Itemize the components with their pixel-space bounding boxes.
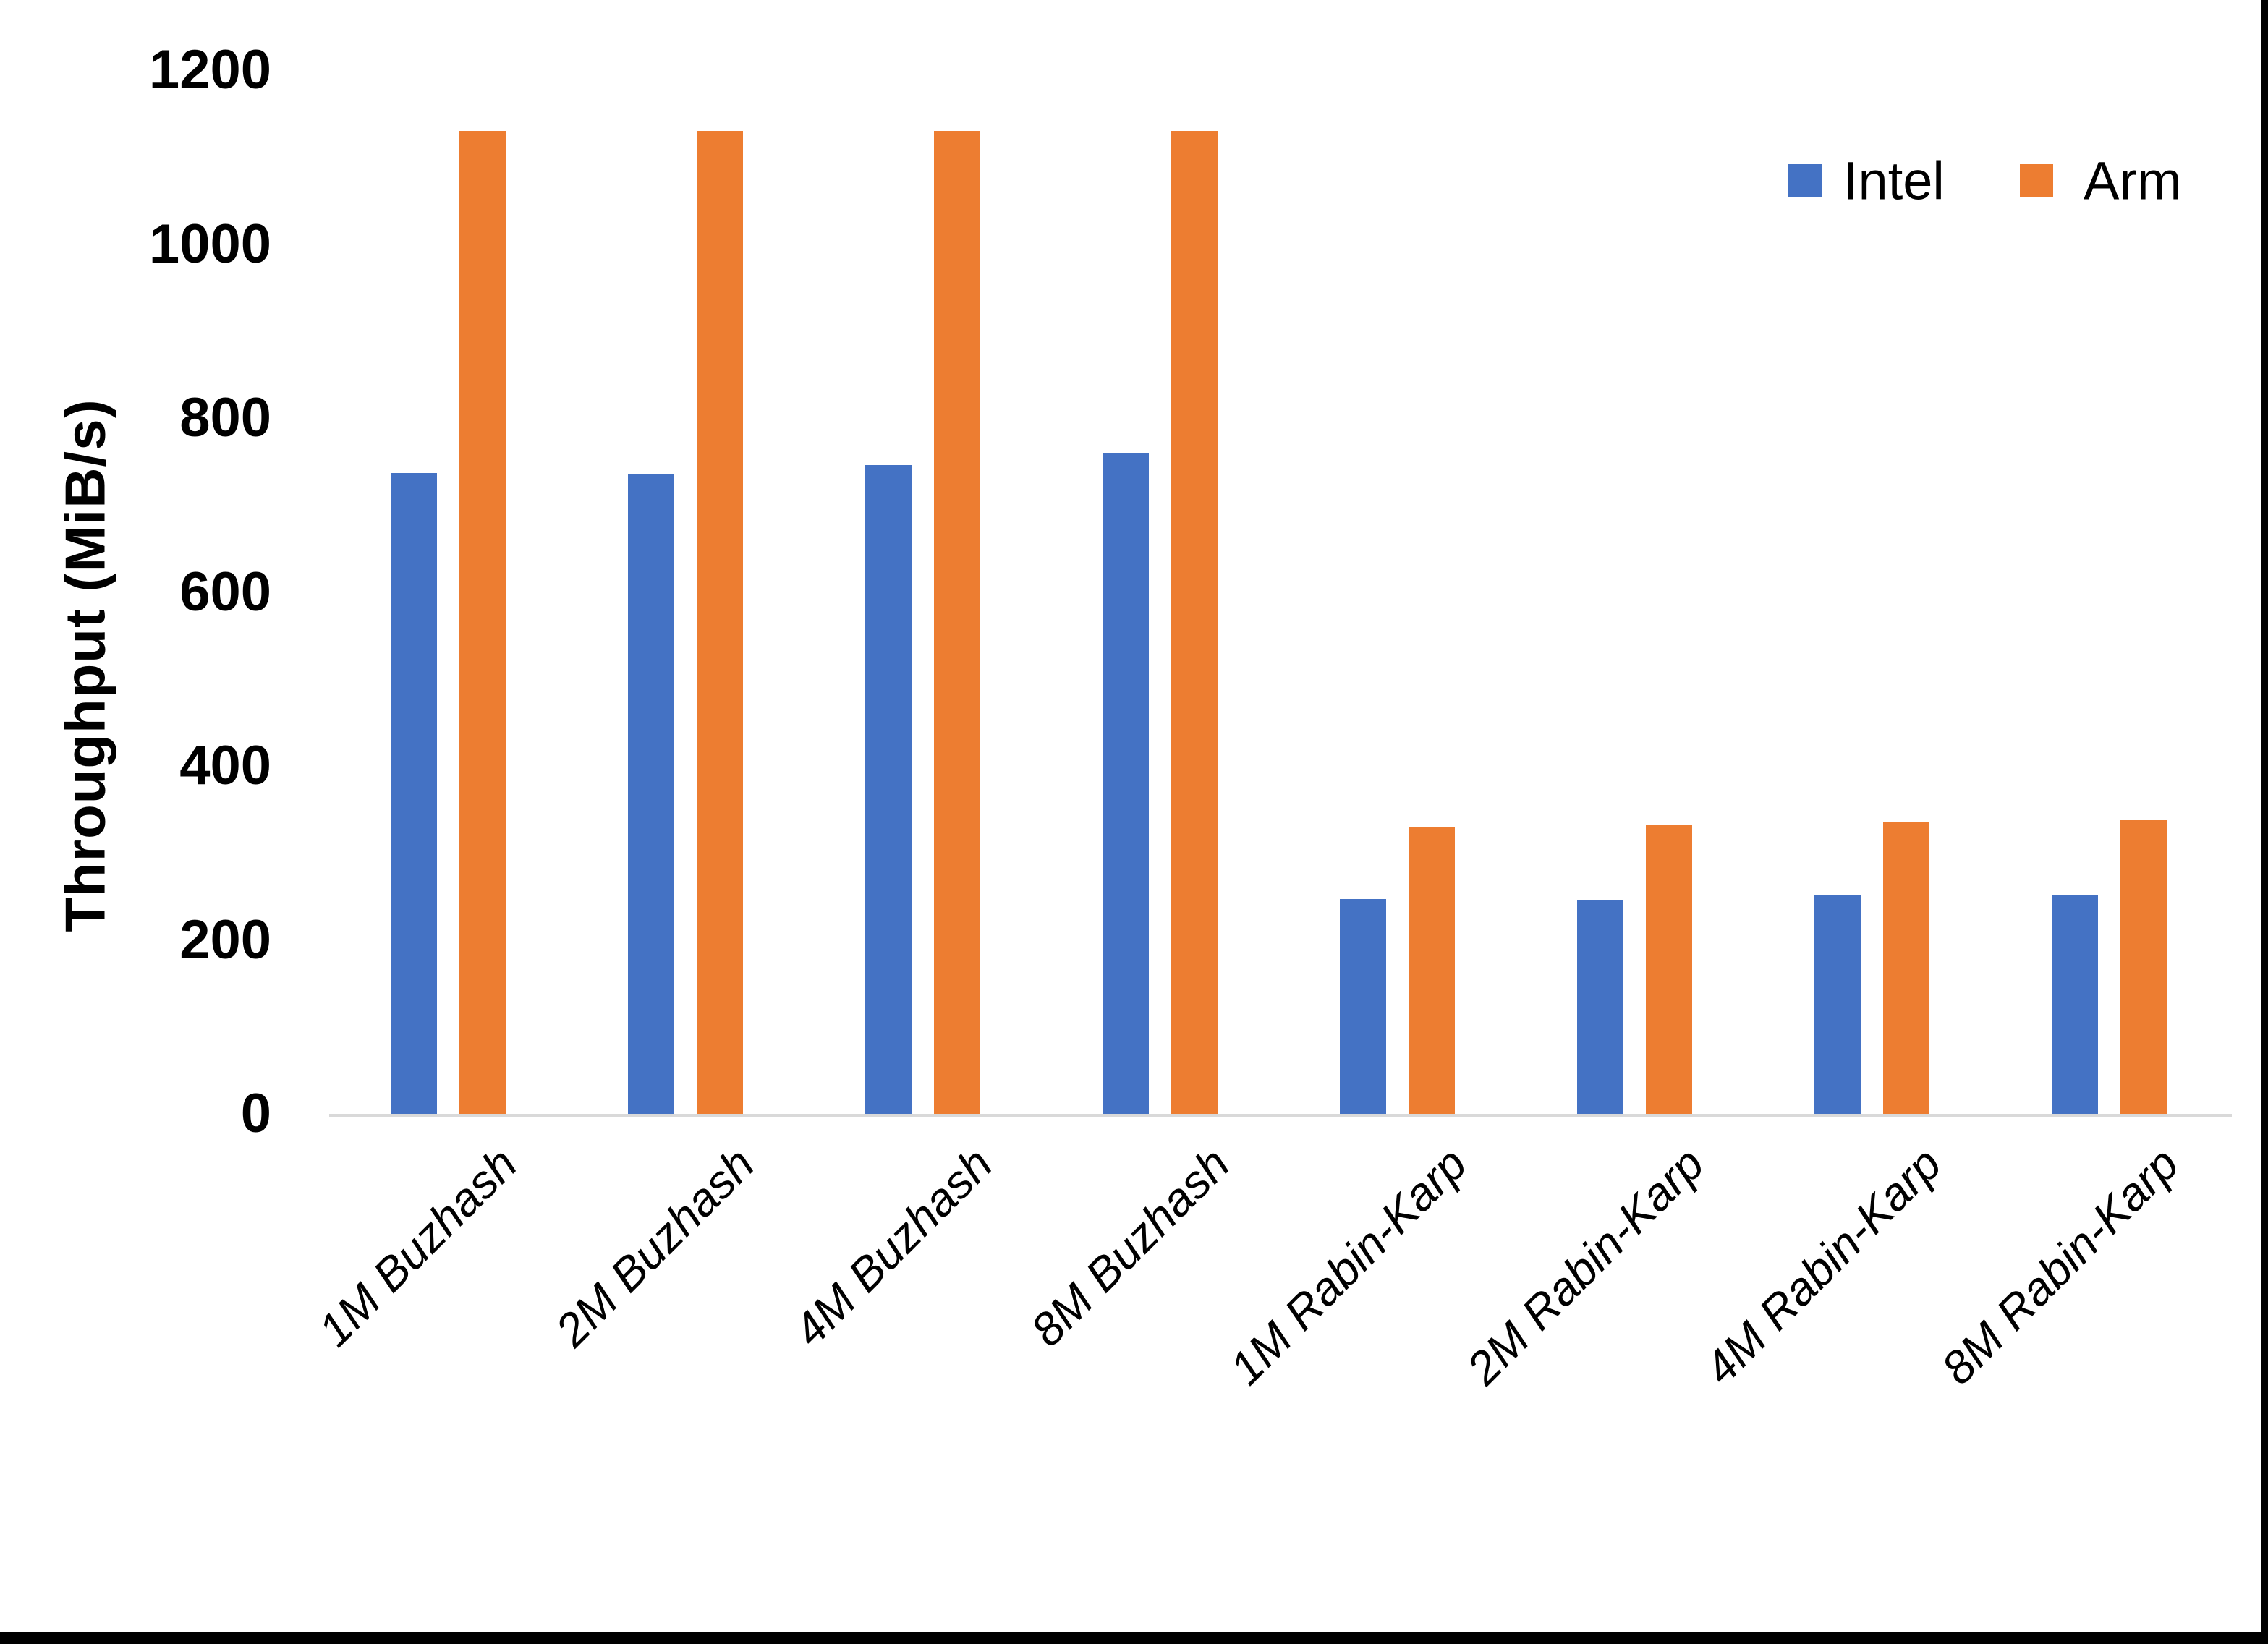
y-tick-label-600: 600 — [179, 561, 271, 623]
bar-intel-4m-buzhash — [865, 464, 912, 1114]
legend-swatch-arm — [2020, 164, 2053, 197]
bar-intel-2m-rabin-karp — [1577, 900, 1624, 1114]
x-category-label-1m-rabin-karp: 1M Rabin-Karp — [1219, 1137, 1477, 1394]
bar-arm-1m-buzhash — [459, 131, 506, 1114]
y-tick-label-200: 200 — [179, 908, 271, 971]
page-right-border — [2261, 0, 2268, 1644]
page-bottom-border — [0, 1632, 2268, 1644]
bar-intel-2m-buzhash — [627, 473, 674, 1114]
x-axis-line — [329, 1114, 2232, 1117]
x-category-label-2m-buzhash: 2M Buzhash — [545, 1137, 765, 1357]
y-tick-label-1200: 1200 — [148, 39, 271, 101]
bar-intel-8m-buzhash — [1102, 453, 1149, 1114]
bar-arm-2m-rabin-karp — [1646, 824, 1693, 1114]
x-category-label-4m-buzhash: 4M Buzhash — [783, 1137, 1002, 1357]
legend-swatch-intel — [1788, 164, 1822, 197]
legend-label-arm: Arm — [2084, 150, 2182, 211]
bar-arm-4m-rabin-karp — [1883, 821, 1930, 1114]
y-tick-label-0: 0 — [240, 1083, 271, 1144]
y-tick-label-400: 400 — [179, 735, 271, 796]
bar-intel-4m-rabin-karp — [1814, 895, 1861, 1114]
bar-intel-1m-rabin-karp — [1339, 898, 1386, 1114]
bar-intel-8m-rabin-karp — [2052, 894, 2099, 1114]
x-category-label-8m-buzhash: 8M Buzhash — [1020, 1137, 1239, 1357]
bar-arm-8m-buzhash — [1171, 131, 1218, 1114]
x-category-label-1m-buzhash: 1M Buzhash — [308, 1137, 527, 1357]
bar-arm-2m-buzhash — [696, 131, 743, 1114]
x-category-label-8m-rabin-karp: 8M Rabin-Karp — [1932, 1137, 2189, 1394]
y-tick-label-800: 800 — [179, 387, 271, 448]
x-category-label-4m-rabin-karp: 4M Rabin-Karp — [1694, 1137, 1952, 1394]
x-category-label-2m-rabin-karp: 2M Rabin-Karp — [1456, 1137, 1715, 1394]
bar-arm-8m-rabin-karp — [2120, 819, 2167, 1114]
bar-arm-1m-rabin-karp — [1408, 827, 1455, 1114]
y-axis-title: Throughput (MiB/s) — [53, 399, 117, 932]
bar-arm-4m-buzhash — [933, 131, 980, 1114]
legend-label-intel: Intel — [1843, 150, 1945, 211]
y-tick-label-1000: 1000 — [148, 213, 271, 275]
bar-intel-1m-buzhash — [390, 472, 437, 1114]
